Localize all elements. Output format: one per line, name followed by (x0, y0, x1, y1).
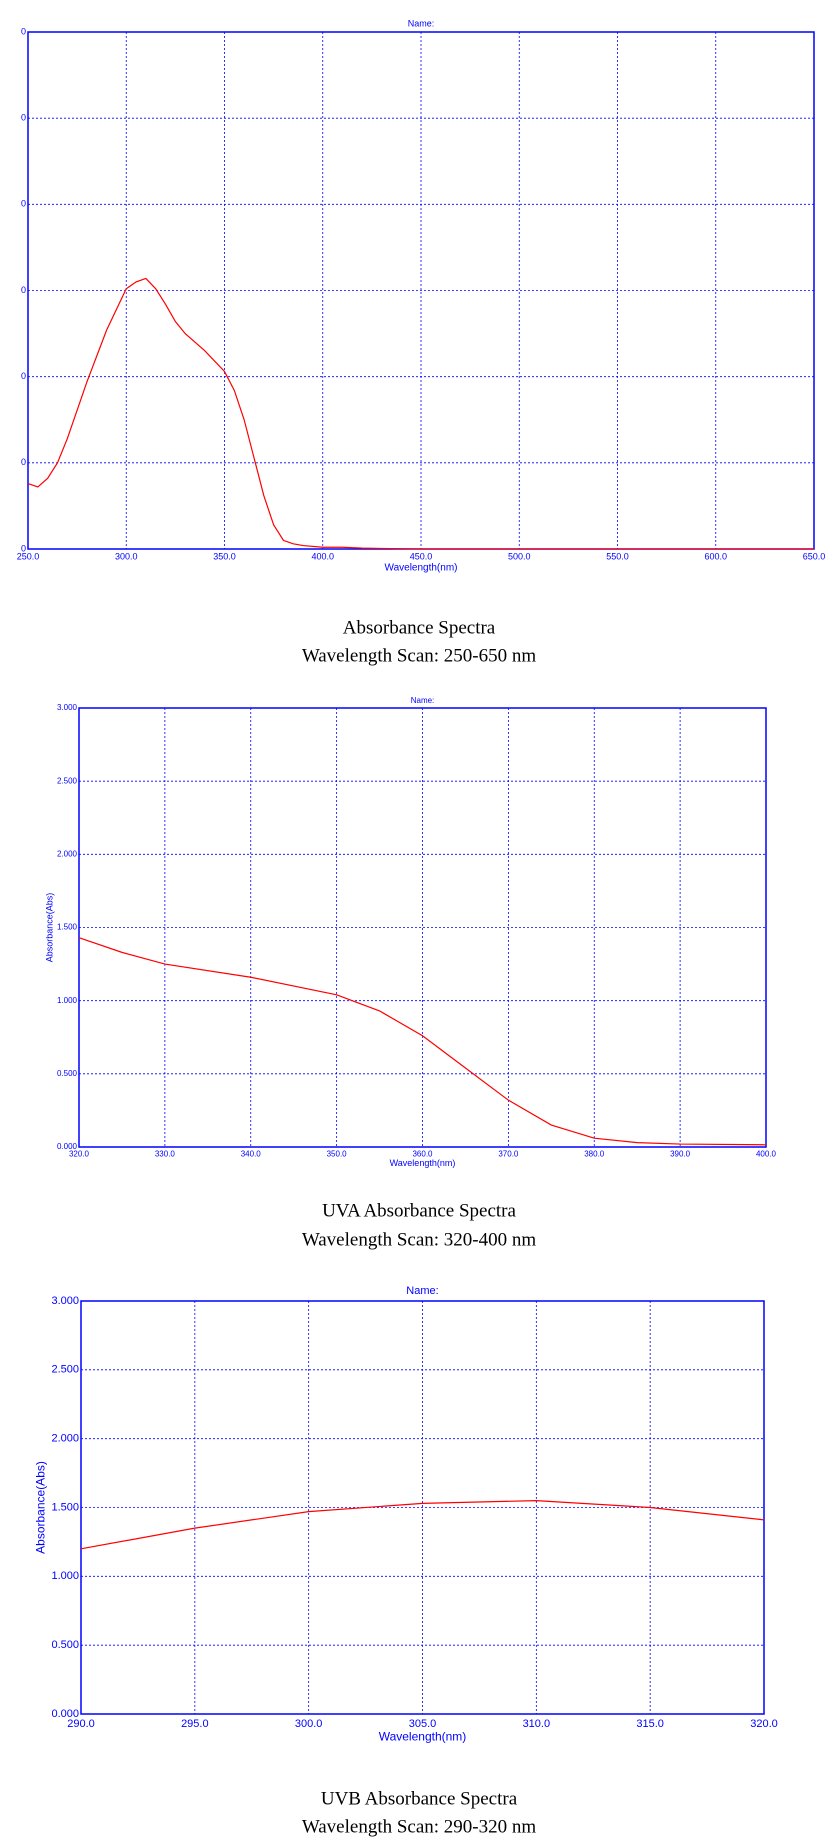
x-tick-label: 400.0 (756, 1149, 777, 1158)
caption: Wavelength Scan: 290-320 nm (302, 1816, 537, 1837)
y-tick-label: 0.000 (51, 1708, 79, 1720)
y-tick-label: 3.000 (57, 703, 78, 712)
x-tick-label: 350.0 (327, 1149, 348, 1158)
x-tick-label: 315.0 (636, 1718, 664, 1730)
caption: UVB Absorbance Spectra (321, 1788, 518, 1809)
y-tick-label: 0 (21, 199, 26, 209)
data-line (27, 277, 814, 550)
y-tick-label: 2.500 (57, 776, 78, 785)
x-tick-label: 250.0 (17, 551, 40, 561)
plot-frame (80, 1300, 765, 1715)
y-tick-label: 0 (21, 543, 26, 553)
x-tick-label: 340.0 (241, 1149, 262, 1158)
y-tick-label: 1.000 (57, 996, 78, 1005)
chart-title: Name: (408, 18, 435, 28)
y-tick-label: 1.500 (57, 923, 78, 932)
x-tick-label: 370.0 (498, 1149, 519, 1158)
x-tick-label: 450.0 (410, 551, 433, 561)
x-tick-label: 295.0 (181, 1718, 209, 1730)
chart-title: Name: (406, 1285, 438, 1297)
x-axis-label: Wavelength(nm) (385, 563, 458, 574)
y-tick-label: 1.000 (51, 1570, 79, 1582)
caption: Wavelength Scan: 250-650 nm (302, 645, 537, 666)
x-tick-label: 320.0 (750, 1718, 778, 1730)
y-tick-label: 0 (21, 457, 26, 467)
data-line (78, 937, 767, 1146)
y-tick-label: 0 (21, 285, 26, 295)
chart-title: Name: (411, 696, 435, 705)
x-tick-label: 500.0 (508, 551, 531, 561)
x-tick-label: 320.0 (69, 1149, 90, 1158)
data-line (80, 1500, 765, 1550)
y-tick-label: 2.500 (51, 1364, 79, 1376)
y-axis-label: Absorbance(Abs) (45, 893, 55, 963)
caption: Absorbance Spectra (343, 617, 496, 638)
x-tick-label: 360.0 (412, 1149, 433, 1158)
x-tick-label: 380.0 (584, 1149, 605, 1158)
x-axis-label: Wavelength(nm) (390, 1158, 456, 1168)
x-tick-label: 390.0 (670, 1149, 691, 1158)
y-tick-label: 0.000 (57, 1142, 78, 1151)
x-tick-label: 300.0 (295, 1718, 323, 1730)
y-tick-label: 0.500 (51, 1639, 79, 1651)
x-tick-label: 290.0 (67, 1718, 95, 1730)
y-tick-label: 3.000 (51, 1295, 79, 1307)
y-axis-label: Absorbance(Abs) (34, 1461, 48, 1554)
y-tick-label: 1.500 (51, 1501, 79, 1513)
caption: Wavelength Scan: 320-400 nm (302, 1229, 537, 1250)
y-tick-label: 2.000 (51, 1433, 79, 1445)
x-tick-label: 600.0 (704, 551, 727, 561)
y-tick-label: 0 (21, 26, 26, 36)
plot-frame (78, 707, 767, 1148)
y-tick-label: 0 (21, 371, 26, 381)
x-tick-label: 330.0 (155, 1149, 176, 1158)
caption: UVA Absorbance Spectra (322, 1200, 516, 1221)
x-tick-label: 550.0 (606, 551, 629, 561)
x-tick-label: 350.0 (213, 551, 236, 561)
y-tick-label: 0.500 (57, 1069, 78, 1078)
x-tick-label: 650.0 (803, 551, 826, 561)
x-axis-label: Wavelength(nm) (379, 1729, 467, 1743)
y-tick-label: 0 (21, 113, 26, 123)
y-tick-label: 2.000 (57, 849, 78, 858)
x-tick-label: 400.0 (311, 551, 334, 561)
x-tick-label: 310.0 (523, 1718, 551, 1730)
x-tick-label: 300.0 (115, 551, 138, 561)
x-tick-label: 305.0 (409, 1718, 437, 1730)
